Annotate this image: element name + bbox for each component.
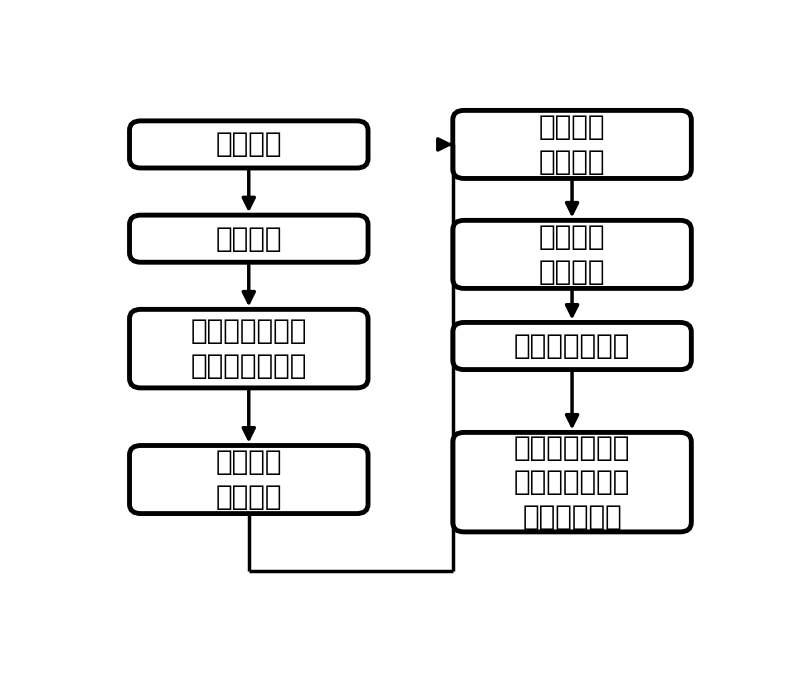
FancyBboxPatch shape (130, 215, 368, 262)
Text: 斜率单调
区间获取: 斜率单调 区间获取 (215, 448, 282, 511)
FancyBboxPatch shape (453, 432, 692, 532)
Text: 均分高次非线性
最小二乘法拟合: 均分高次非线性 最小二乘法拟合 (190, 318, 307, 380)
FancyBboxPatch shape (453, 322, 692, 370)
Text: 长度自大
到小排序: 长度自大 到小排序 (539, 223, 605, 286)
FancyBboxPatch shape (130, 309, 368, 388)
Text: 特征点位置：单
调区间中点或斜
率正负改变处: 特征点位置：单 调区间中点或斜 率正负改变处 (514, 434, 630, 531)
FancyBboxPatch shape (453, 110, 692, 178)
Text: 计算斜率: 计算斜率 (215, 131, 282, 158)
Text: 平滑滤波: 平滑滤波 (215, 224, 282, 253)
Text: 单调区间
长度计算: 单调区间 长度计算 (539, 113, 605, 175)
Text: 监督特征点数目: 监督特征点数目 (514, 332, 630, 360)
FancyBboxPatch shape (130, 445, 368, 513)
FancyBboxPatch shape (453, 220, 692, 288)
FancyBboxPatch shape (130, 121, 368, 168)
